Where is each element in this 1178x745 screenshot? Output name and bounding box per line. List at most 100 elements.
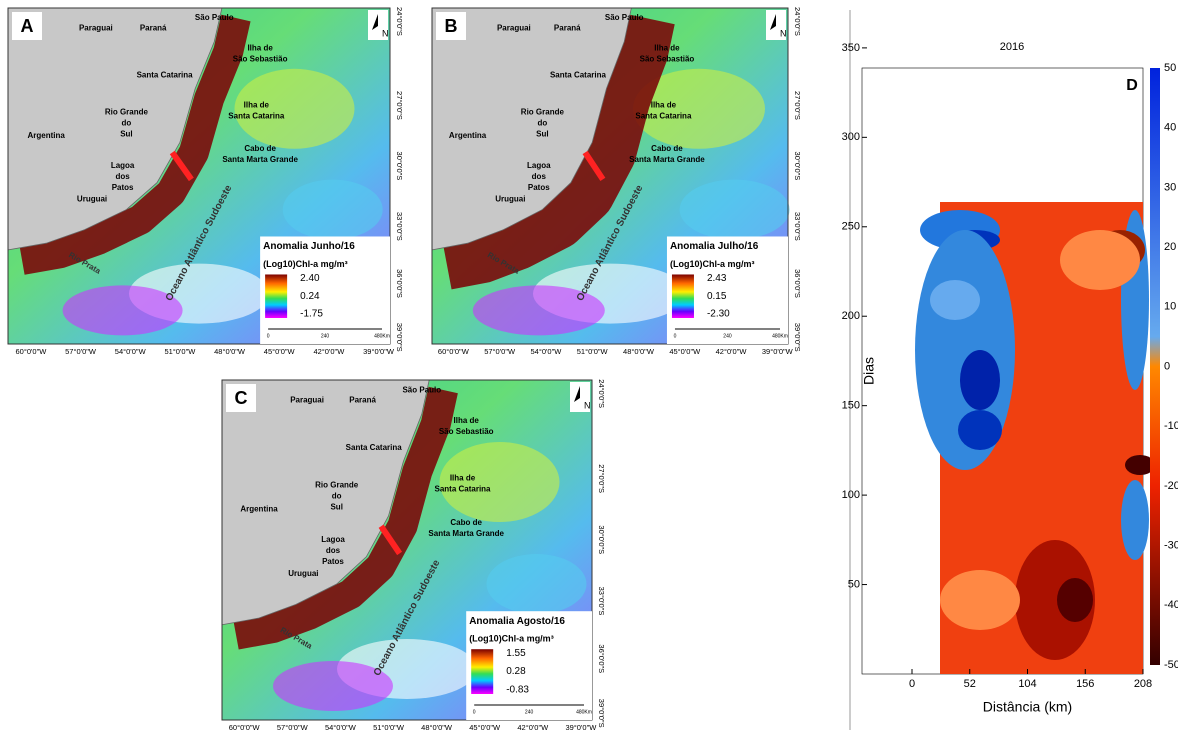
legend-title: Anomalia Junho/16 — [263, 241, 355, 252]
y-axis-label: Dias — [861, 357, 877, 385]
contour-patch — [940, 570, 1020, 630]
place-name: Sul — [330, 503, 342, 512]
place-name: Ilha de — [247, 43, 273, 52]
scale-tick: 240 — [321, 333, 330, 339]
place-name: Rio Grande — [105, 107, 149, 116]
x-tick-label: 52 — [964, 678, 976, 690]
y-tick-label: 200 — [842, 310, 860, 322]
place-name: Santa Marta Grande — [428, 529, 504, 538]
scale-tick: 480Km — [576, 709, 592, 715]
scale-tick: 240 — [723, 333, 732, 339]
legend-colorbar — [471, 649, 493, 694]
place-name: Patos — [322, 557, 344, 566]
legend-value: -1.75 — [300, 309, 323, 320]
place-name: Sul — [120, 129, 132, 138]
lon-tick: 39°0'0"W — [363, 347, 395, 356]
contour-patch — [930, 280, 980, 320]
legend-value: -0.83 — [506, 685, 529, 696]
colorbar-tick-label: 10 — [1164, 301, 1176, 313]
place-name: dos — [532, 172, 547, 181]
ocean-patch — [680, 180, 790, 240]
north-label: N — [584, 400, 591, 410]
lon-tick: 57°0'0"W — [484, 347, 516, 356]
place-name: Ilha de — [651, 101, 677, 110]
legend-title: Anomalia Julho/16 — [670, 241, 759, 252]
lat-tick: 39°0'0"S — [395, 323, 404, 352]
place-name: Ilha de — [454, 416, 480, 425]
place-name: Paraná — [349, 396, 376, 405]
place-name: do — [537, 118, 547, 127]
lon-tick: 48°0'0"W — [623, 347, 655, 356]
legend-title: Anomalia Agosto/16 — [469, 616, 565, 627]
north-label: N — [780, 28, 787, 38]
place-name: São Sebastião — [439, 427, 494, 436]
ocean-patch — [283, 180, 383, 240]
lon-tick: 60°0'0"W — [229, 723, 261, 732]
place-name: Patos — [528, 183, 550, 192]
legend-value: -2.30 — [707, 309, 730, 320]
legend-colorbar — [672, 274, 694, 318]
colorbar-tick-label: -30 — [1164, 540, 1178, 552]
place-name: Uruguai — [495, 195, 525, 204]
legend-value: 0.24 — [300, 291, 320, 302]
colorbar-tick-label: 20 — [1164, 241, 1176, 253]
place-name: Uruguai — [288, 569, 318, 578]
x-tick-label: 208 — [1134, 678, 1152, 690]
colorbar-tick-label: -20 — [1164, 480, 1178, 492]
lon-tick: 45°0'0"W — [669, 347, 701, 356]
lat-tick: 36°0'0"S — [793, 269, 802, 298]
panel-label: D — [1126, 77, 1138, 94]
lat-tick: 27°0'0"S — [395, 91, 404, 120]
legend-unit: (Log10)Chl-a mg/m³ — [469, 634, 554, 644]
lon-tick: 42°0'0"W — [716, 347, 748, 356]
legend-value: 0.28 — [506, 666, 526, 677]
ocean-patch — [487, 554, 587, 614]
y-tick-label: 300 — [842, 131, 860, 143]
legend-value: 1.55 — [506, 648, 526, 659]
colorbar-tick-label: 50 — [1164, 62, 1176, 74]
lon-tick: 48°0'0"W — [421, 723, 453, 732]
lat-tick: 30°0'0"S — [395, 152, 404, 181]
scale-tick: 0 — [674, 333, 677, 339]
place-name: Santa Marta Grande — [222, 155, 298, 164]
place-name: Cabo de — [651, 144, 683, 153]
place-name: Argentina — [449, 131, 487, 140]
place-name: São Paulo — [605, 13, 644, 22]
lon-tick: 48°0'0"W — [214, 347, 246, 356]
place-name: Paraná — [554, 23, 581, 32]
ocean-patch — [63, 285, 183, 335]
colorbar-tick-label: -40 — [1164, 599, 1178, 611]
place-name: Cabo de — [244, 144, 276, 153]
plot-title: 2016 — [1000, 41, 1024, 53]
lat-tick: 39°0'0"S — [793, 323, 802, 352]
place-name: Santa Catarina — [137, 70, 194, 79]
colorbar-tick-label: 0 — [1164, 360, 1170, 372]
lat-tick: 30°0'0"S — [597, 525, 606, 554]
lon-tick: 51°0'0"W — [164, 347, 196, 356]
place-name: do — [122, 118, 132, 127]
scale-tick: 480Km — [374, 333, 390, 339]
lat-tick: 24°0'0"S — [793, 7, 802, 36]
place-name: dos — [115, 172, 130, 181]
place-name: Santa Catarina — [635, 112, 692, 121]
lon-tick: 57°0'0"W — [277, 723, 309, 732]
x-tick-label: 104 — [1018, 678, 1036, 690]
figure: ParaguaiParanáSão PauloIlha deSão Sebast… — [0, 0, 1178, 740]
place-name: Lagoa — [527, 161, 551, 170]
lon-tick: 42°0'0"W — [313, 347, 345, 356]
scale-tick: 240 — [525, 709, 534, 715]
lat-tick: 27°0'0"S — [793, 91, 802, 120]
north-label: N — [382, 28, 389, 38]
lon-tick: 51°0'0"W — [373, 723, 405, 732]
legend-value: 2.43 — [707, 273, 727, 284]
place-name: Rio Grande — [521, 107, 565, 116]
lon-tick: 39°0'0"W — [762, 347, 794, 356]
place-name: Ilha de — [244, 101, 270, 110]
place-name: Santa Catarina — [228, 112, 285, 121]
place-name: Paraná — [140, 23, 167, 32]
lat-tick: 33°0'0"S — [597, 587, 606, 616]
place-name: Rio Grande — [315, 481, 359, 490]
colorbar-tick-label: 40 — [1164, 122, 1176, 134]
